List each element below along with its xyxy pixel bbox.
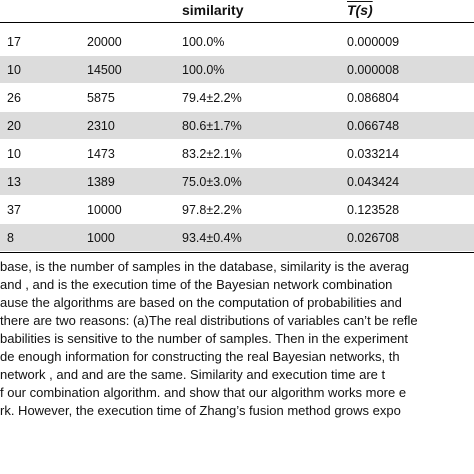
cell-time: 0.000008 <box>347 63 400 77</box>
cell-time: 0.033214 <box>347 147 400 161</box>
cell-time: 0.123528 <box>347 203 400 217</box>
cell-samples: 10000 <box>87 203 122 217</box>
caption-line: network , and and are the same. Similari… <box>0 367 386 382</box>
cell-samples: 1389 <box>87 175 115 189</box>
table-row: 13 1389 75.0±3.0% 0.043424 <box>0 168 474 196</box>
caption-line: babilities is sensitive to the number of… <box>0 331 409 346</box>
table-row: 37 10000 97.8±2.2% 0.123528 <box>0 196 474 224</box>
header-similarity: similarity <box>182 2 244 18</box>
caption-line: base, is the number of samples in the da… <box>0 259 409 274</box>
cell-similarity: 93.4±0.4% <box>182 231 242 245</box>
cell-samples: 1000 <box>87 231 115 245</box>
cell-a: 8 <box>7 231 14 245</box>
cell-similarity: 80.6±1.7% <box>182 119 242 133</box>
table-row: 26 5875 79.4±2.2% 0.086804 <box>0 84 474 112</box>
table-row: 10 14500 100.0% 0.000008 <box>0 56 474 84</box>
cell-a: 26 <box>7 91 21 105</box>
caption-line: de enough information for constructing t… <box>0 349 400 364</box>
cell-samples: 1473 <box>87 147 115 161</box>
caption-line: and , and is the execution time of the B… <box>0 277 393 292</box>
cell-similarity: 100.0% <box>182 63 225 77</box>
table-caption: base, is the number of samples in the da… <box>0 258 474 420</box>
caption-line: there are two reasons: (a)The real distr… <box>0 313 418 328</box>
table-row: 17 20000 100.0% 0.000009 <box>0 28 474 56</box>
cell-a: 13 <box>7 175 21 189</box>
cell-similarity: 79.4±2.2% <box>182 91 242 105</box>
cell-samples: 2310 <box>87 119 115 133</box>
cell-similarity: 100.0% <box>182 35 225 49</box>
table-bottom-rule <box>0 252 474 253</box>
header-execution-time-label: T(s) <box>347 2 373 18</box>
cell-similarity: 83.2±2.1% <box>182 147 242 161</box>
table-body: 17 20000 100.0% 0.000009 10 14500 100.0% 0.0000… <box>0 28 474 252</box>
cell-a: 10 <box>7 63 21 77</box>
cell-a: 37 <box>7 203 21 217</box>
cell-time: 0.066748 <box>347 119 400 133</box>
cell-a: 10 <box>7 147 21 161</box>
cell-similarity: 75.0±3.0% <box>182 175 242 189</box>
cell-time: 0.000009 <box>347 35 400 49</box>
caption-line: f our combination algorithm. and show th… <box>0 385 407 400</box>
cell-samples: 5875 <box>87 91 115 105</box>
header-execution-time: T(s) <box>347 1 373 19</box>
cell-similarity: 97.8±2.2% <box>182 203 242 217</box>
cell-a: 20 <box>7 119 21 133</box>
cell-time: 0.086804 <box>347 91 400 105</box>
table-row: 8 1000 93.4±0.4% 0.026708 <box>0 224 474 252</box>
cell-a: 17 <box>7 35 21 49</box>
table-row: 10 1473 83.2±2.1% 0.033214 <box>0 140 474 168</box>
cell-samples: 20000 <box>87 35 122 49</box>
caption-line: rk. However, the execution time of Zhang… <box>0 403 401 418</box>
cell-time: 0.043424 <box>347 175 400 189</box>
cell-samples: 14500 <box>87 63 122 77</box>
cell-time: 0.026708 <box>347 231 400 245</box>
table-header: similarity T(s) <box>0 0 474 23</box>
caption-line: ause the algorithms are based on the com… <box>0 295 402 310</box>
table-row: 20 2310 80.6±1.7% 0.066748 <box>0 112 474 140</box>
